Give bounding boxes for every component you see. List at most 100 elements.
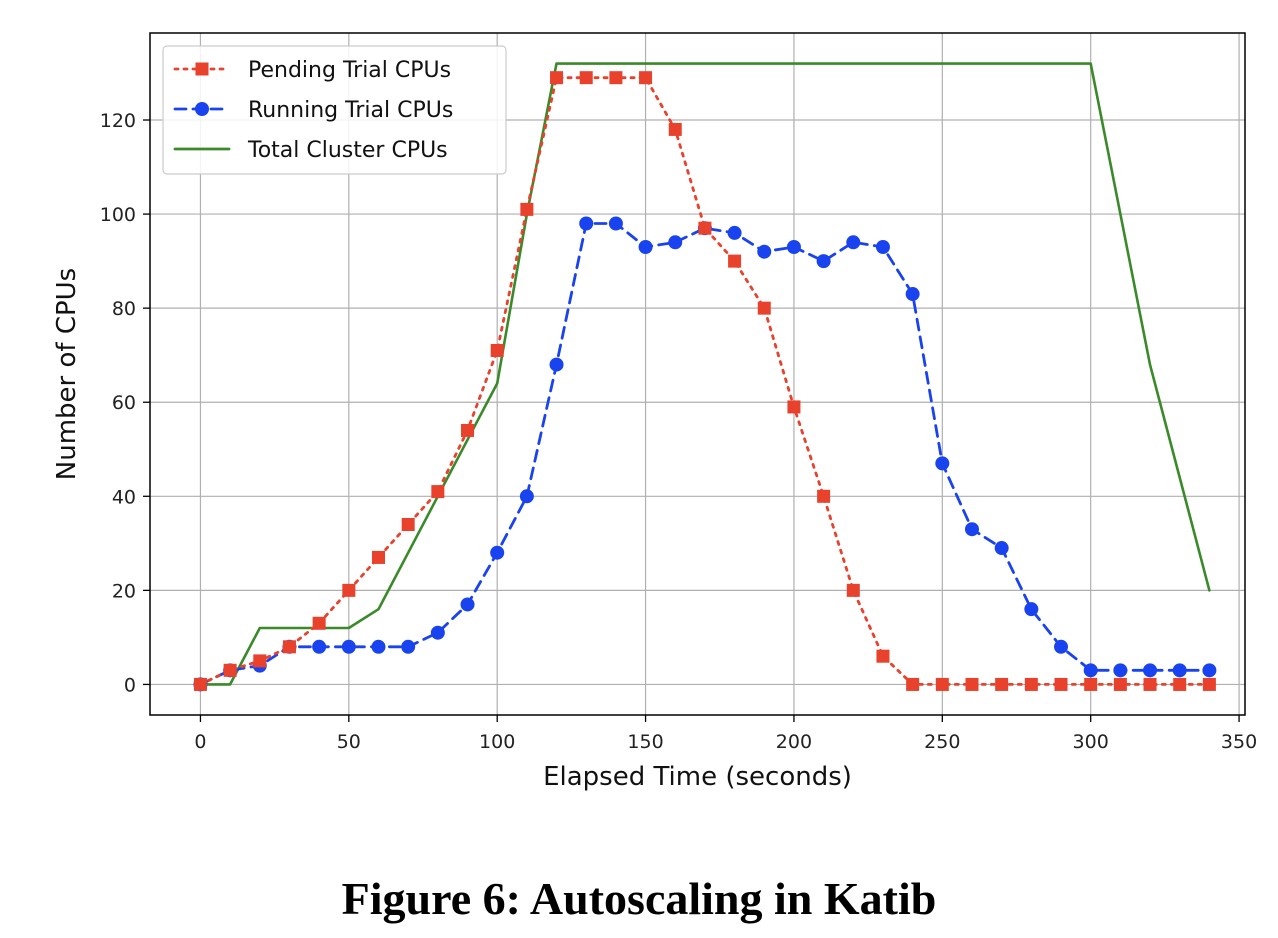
chart-figure: 0 50 100 150 200 250 300 350 0 20 40 60 80 100 120 Ela… (52, 32, 1257, 792)
y-tick-label: 60 (112, 392, 136, 414)
data-point (1143, 677, 1157, 691)
data-point (1084, 677, 1098, 691)
data-point (905, 287, 920, 302)
data-point (519, 489, 534, 504)
data-point (520, 202, 534, 216)
data-point (757, 301, 771, 315)
legend-entry-pending: Pending Trial CPUs (173, 58, 451, 83)
legend-swatch-pending (173, 62, 231, 76)
data-point (1172, 663, 1187, 678)
data-point (1054, 639, 1069, 654)
x-tick-label: 300 (1073, 731, 1109, 753)
series-line (198, 76, 1211, 686)
data-point (668, 235, 683, 250)
series-layer (193, 62, 1217, 692)
data-point (549, 357, 564, 372)
data-point (1113, 663, 1128, 678)
data-point (1143, 663, 1158, 678)
y-tick-label: 80 (112, 298, 136, 320)
data-point (579, 216, 594, 231)
legend-swatch-running (173, 102, 231, 116)
data-point (371, 639, 386, 654)
data-point (994, 541, 1009, 556)
data-point (875, 240, 890, 255)
data-point (1083, 663, 1098, 678)
series-1 (193, 216, 1217, 692)
data-point (579, 71, 593, 85)
y-tick-label: 20 (112, 580, 136, 602)
y-tick-label: 0 (124, 674, 136, 696)
data-point (1054, 677, 1068, 691)
data-point (965, 677, 979, 691)
data-point (342, 583, 356, 597)
data-point (757, 244, 772, 259)
x-tick-label: 100 (479, 731, 515, 753)
x-tick-label: 350 (1221, 731, 1257, 753)
y-tick-label: 120 (100, 110, 136, 132)
data-point (223, 663, 237, 677)
legend-label-total: Total Cluster CPUs (247, 138, 448, 163)
data-point (786, 240, 801, 255)
data-point (490, 343, 504, 357)
y-tick-label: 40 (112, 486, 136, 508)
data-point (550, 71, 564, 85)
data-point (193, 677, 207, 691)
data-point (1024, 677, 1038, 691)
series-2 (199, 62, 1211, 686)
data-point (846, 583, 860, 597)
y-tick-label: 100 (100, 204, 136, 226)
data-point (490, 545, 505, 560)
data-point (728, 254, 742, 268)
data-point (816, 254, 831, 269)
data-point (1202, 663, 1217, 678)
data-point (846, 235, 861, 250)
data-point (639, 71, 653, 85)
data-point (1024, 602, 1039, 617)
data-point (698, 221, 712, 235)
data-point (787, 400, 801, 414)
data-point (282, 640, 296, 654)
data-point (608, 216, 623, 231)
figure-caption: Figure 6: Autoscaling in Katib (341, 873, 937, 924)
gridlines (150, 33, 1245, 715)
data-point (312, 639, 327, 654)
data-point (1113, 677, 1127, 691)
data-point (935, 456, 950, 471)
data-point (460, 597, 475, 612)
legend-label-pending: Pending Trial CPUs (248, 58, 451, 83)
data-point (1202, 677, 1216, 691)
x-tick-label: 0 (194, 731, 206, 753)
series-line (199, 62, 1211, 686)
data-point (995, 677, 1009, 691)
data-point (253, 654, 267, 668)
plot-frame (149, 32, 1246, 716)
data-point (1173, 677, 1187, 691)
data-point (431, 485, 445, 499)
data-point (461, 423, 475, 437)
data-point (906, 677, 920, 691)
legend-marker (195, 62, 209, 76)
data-point (312, 616, 326, 630)
data-point (371, 550, 385, 564)
legend-marker (195, 102, 209, 116)
data-point (817, 489, 831, 503)
legend-entry-total: Total Cluster CPUs (173, 138, 448, 163)
data-point (964, 522, 979, 537)
data-point (727, 225, 742, 240)
series-0 (193, 71, 1216, 691)
legend-box (162, 45, 507, 175)
x-tick-label: 150 (627, 731, 663, 753)
data-point (876, 649, 890, 663)
data-point (401, 639, 416, 654)
line-chart: 0 50 100 150 200 250 300 350 0 20 40 60 80 100 120 Ela… (52, 32, 1257, 792)
legend: Pending Trial CPUs Running Trial CPUs To… (162, 45, 507, 175)
axis-ticks: 0 50 100 150 200 250 300 350 0 20 40 60 80 100 120 (100, 110, 1257, 753)
legend-label-running: Running Trial CPUs (248, 98, 453, 123)
data-point (935, 677, 949, 691)
data-point (401, 518, 415, 532)
x-axis-label: Elapsed Time (seconds) (543, 762, 852, 792)
x-tick-label: 200 (776, 731, 812, 753)
y-axis-label: Number of CPUs (52, 268, 82, 480)
series-line (198, 222, 1211, 686)
data-point (430, 625, 445, 640)
